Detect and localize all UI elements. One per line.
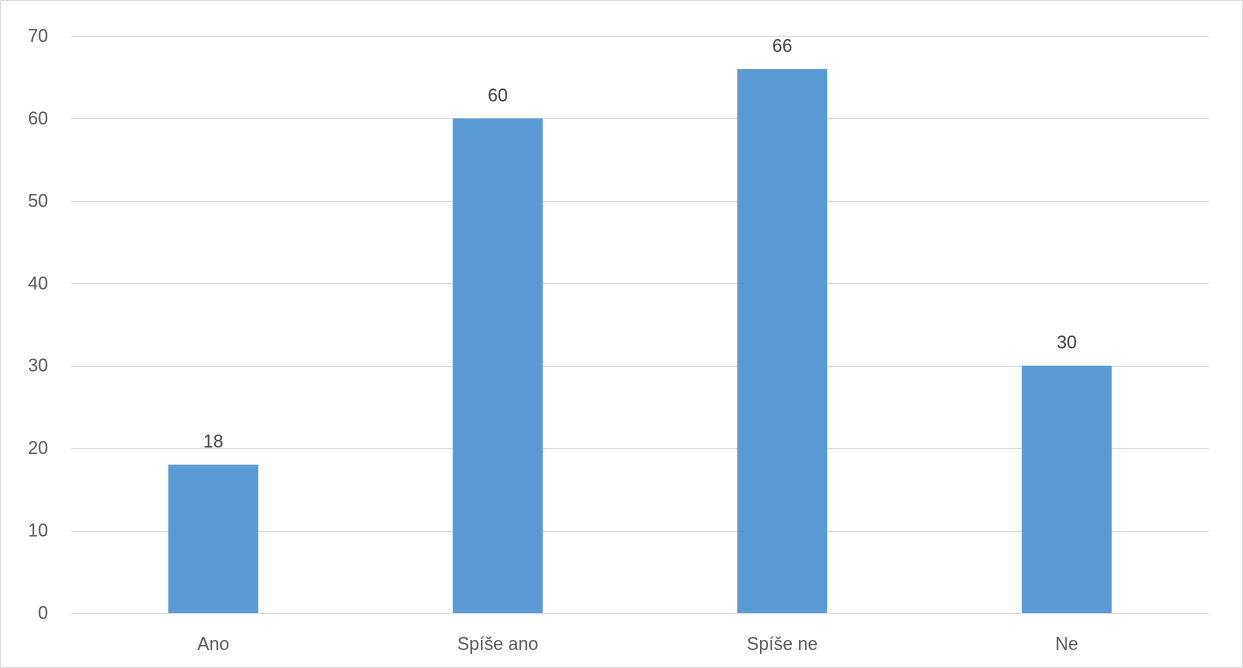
bar-value-label: 30 [1057,333,1077,353]
x-tick-label: Spíše ne [747,634,818,654]
y-tick-label: 10 [28,521,48,541]
bar-ne [1021,365,1112,613]
bar-spíše-ano [452,118,543,613]
y-tick-label: 0 [38,603,48,623]
bar-value-label: 18 [203,432,223,452]
bar-ano [168,464,259,613]
y-tick-label: 40 [28,273,48,293]
data-labels: 18 60 66 30 [203,36,1077,452]
y-tick-label: 30 [28,356,48,376]
x-tick-label: Ano [197,634,229,654]
bar-value-label: 60 [488,85,508,105]
x-tick-label: Spíše ano [457,634,538,654]
bars [168,68,1112,613]
bar-value-label: 66 [772,36,792,56]
y-axis-ticks: 0 10 20 30 40 50 60 70 [28,26,48,623]
gridlines [71,36,1209,532]
y-tick-label: 70 [28,26,48,46]
x-tick-label: Ne [1055,634,1078,654]
bar-spíše-ne [737,68,828,613]
y-tick-label: 60 [28,108,48,128]
y-tick-label: 20 [28,438,48,458]
x-axis-ticks: Ano Spíše ano Spíše ne Ne [197,634,1078,654]
y-tick-label: 50 [28,191,48,211]
